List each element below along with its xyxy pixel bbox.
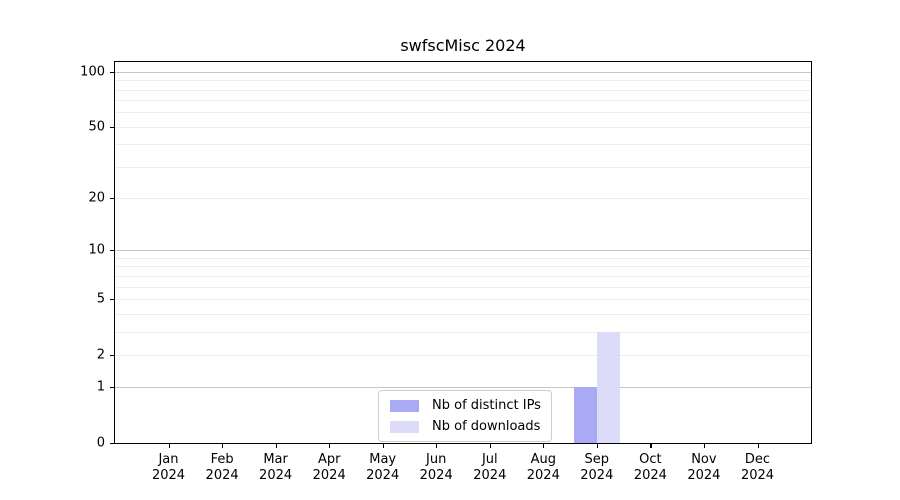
gridline-major	[115, 387, 811, 389]
gridline-minor	[115, 331, 811, 333]
y-tick-label: 1	[96, 379, 105, 395]
x-tick-label: May 2024	[366, 452, 400, 483]
chart-title: swfscMisc 2024	[400, 36, 526, 55]
y-tick-label: 100	[80, 64, 105, 80]
x-tick-label: Jun 2024	[419, 452, 453, 483]
y-tick-mark	[110, 250, 114, 252]
legend-entry-distinct-ips: Nb of distinct IPs	[390, 398, 541, 413]
y-tick-mark	[110, 387, 114, 389]
gridline-minor	[115, 198, 811, 200]
gridline-major	[115, 250, 811, 252]
legend: Nb of distinct IPs Nb of downloads	[378, 390, 552, 442]
x-tick-mark	[382, 444, 384, 448]
x-tick-mark	[275, 444, 277, 448]
y-tick-label: 10	[88, 242, 105, 258]
gridline-minor	[115, 112, 811, 114]
y-tick-mark	[110, 298, 114, 301]
x-tick-mark	[543, 444, 545, 448]
y-tick-label: 2	[96, 347, 105, 363]
y-tick-label: 50	[88, 119, 105, 135]
y-tick-label: 0	[96, 435, 105, 451]
plot-area	[114, 61, 812, 444]
bar-distinct-ips	[573, 387, 597, 443]
gridline-major	[115, 71, 811, 73]
gridline-minor	[115, 126, 811, 128]
x-tick-label: Aug 2024	[526, 452, 560, 483]
gridline-minor	[115, 257, 811, 259]
x-tick-mark	[650, 444, 652, 448]
x-tick-label: Dec 2024	[740, 452, 775, 483]
y-tick-mark	[110, 71, 114, 73]
x-tick-mark	[436, 444, 438, 448]
x-tick-mark	[596, 444, 598, 448]
x-tick-mark	[703, 444, 706, 448]
y-tick-mark	[110, 354, 114, 356]
legend-swatch-downloads	[390, 420, 419, 433]
bar-downloads	[596, 331, 620, 443]
gridline-minor	[115, 166, 811, 168]
y-tick-mark	[110, 126, 114, 128]
x-tick-mark	[222, 444, 224, 448]
gridline-minor	[115, 100, 811, 102]
x-tick-mark	[168, 444, 170, 448]
gridline-minor	[115, 298, 811, 300]
gridline-minor	[115, 80, 811, 82]
gridline-minor	[115, 266, 811, 268]
x-tick-mark	[757, 444, 759, 448]
x-tick-label: Nov 2024	[687, 452, 721, 483]
gridline-minor	[115, 286, 811, 288]
x-tick-label: Jan 2024	[151, 452, 186, 483]
gridline-minor	[115, 354, 811, 356]
legend-entry-downloads: Nb of downloads	[390, 419, 541, 434]
y-tick-mark	[110, 198, 114, 200]
y-tick-mark	[110, 443, 114, 445]
plot-inner	[115, 62, 811, 443]
gridline-minor	[115, 275, 811, 277]
x-tick-mark	[489, 444, 491, 448]
x-tick-label: Sep 2024	[580, 452, 614, 483]
legend-label-distinct-ips: Nb of distinct IPs	[432, 398, 541, 413]
y-tick-label: 20	[88, 190, 105, 206]
x-tick-label: Apr 2024	[312, 452, 346, 483]
gridline-minor	[115, 313, 811, 315]
gridline-minor	[115, 144, 811, 146]
x-tick-label: Feb 2024	[205, 452, 239, 483]
legend-swatch-distinct-ips	[390, 399, 419, 412]
x-tick-label: Mar 2024	[259, 452, 293, 483]
y-tick-label: 5	[96, 291, 105, 307]
x-tick-mark	[329, 444, 331, 448]
gridline-minor	[115, 89, 811, 91]
x-tick-label: Oct 2024	[633, 452, 667, 483]
x-tick-label: Jul 2024	[473, 452, 507, 483]
legend-label-downloads: Nb of downloads	[432, 419, 541, 434]
